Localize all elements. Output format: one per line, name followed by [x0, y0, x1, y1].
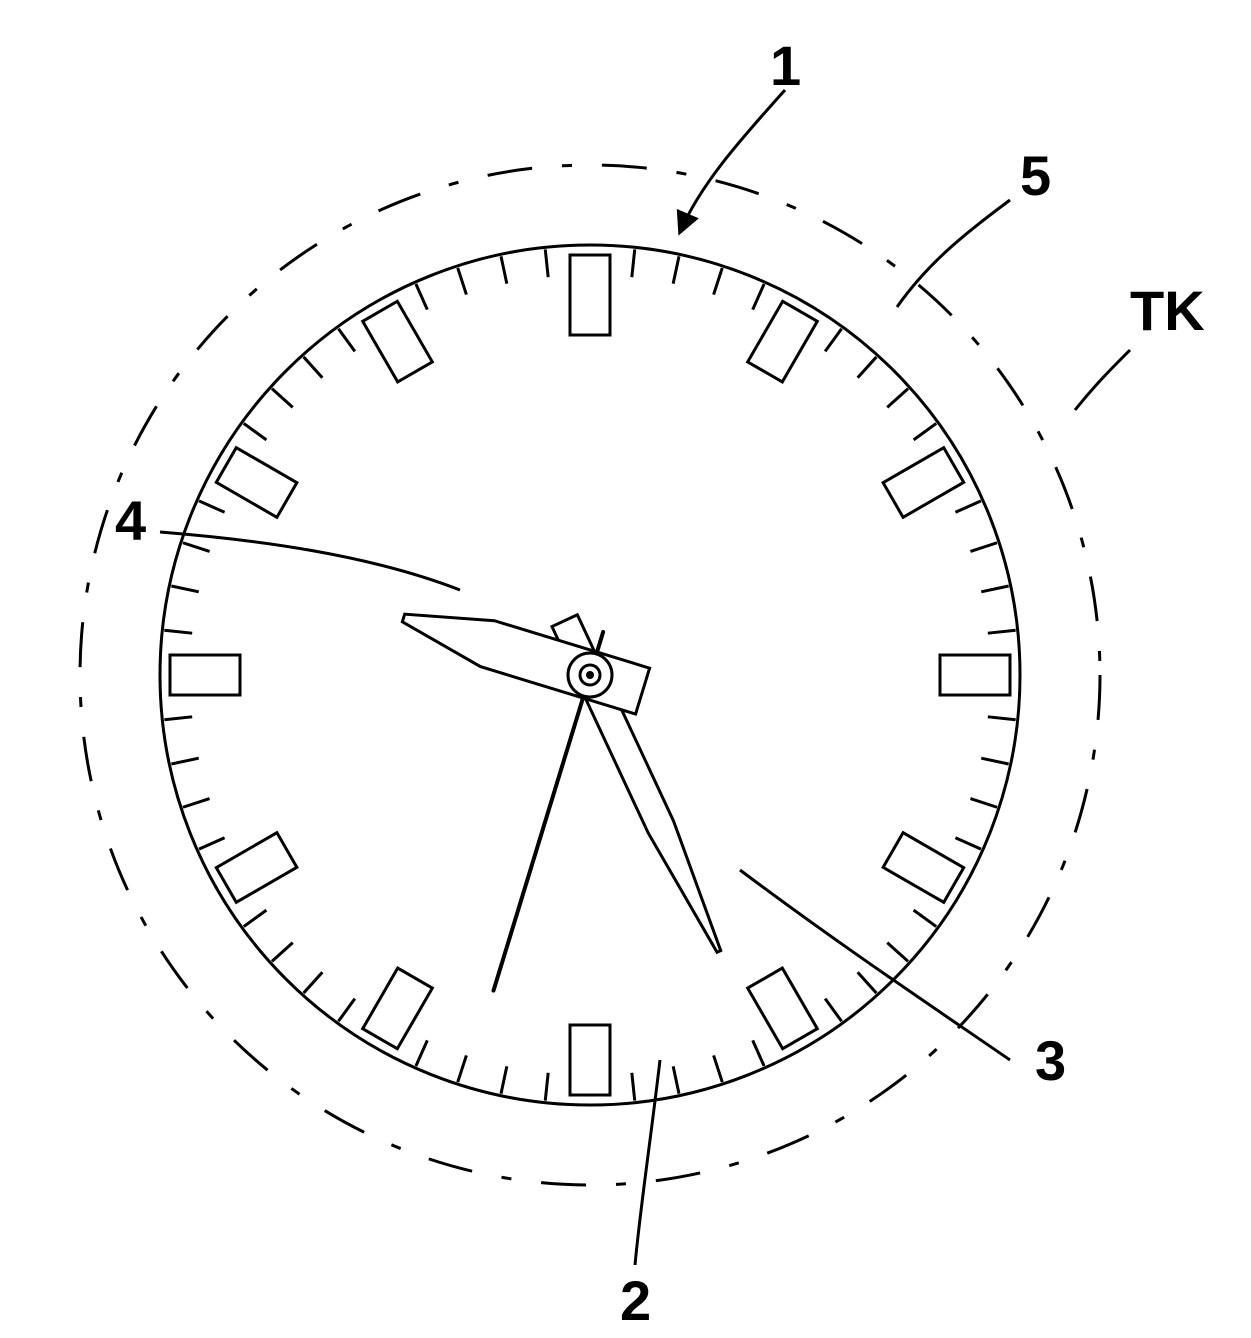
patent-figure: 1 5 TK 4 3 2: [0, 0, 1251, 1338]
ref-label-1: 1: [770, 34, 801, 97]
hour-marker: [570, 1025, 610, 1095]
ref-label-TK: TK: [1130, 279, 1205, 342]
hour-marker: [940, 655, 1010, 695]
hour-marker: [570, 255, 610, 335]
leader-lead-1: [680, 90, 785, 232]
ref-label-4: 4: [115, 489, 146, 552]
leader-lead-TK: [1075, 350, 1130, 410]
hub-dot: [586, 671, 594, 679]
ref-label-2: 2: [620, 1269, 651, 1332]
ref-label-3: 3: [1035, 1029, 1066, 1092]
hour-marker: [170, 655, 240, 695]
leader-lead-5: [897, 200, 1010, 307]
ref-label-5: 5: [1020, 144, 1051, 207]
